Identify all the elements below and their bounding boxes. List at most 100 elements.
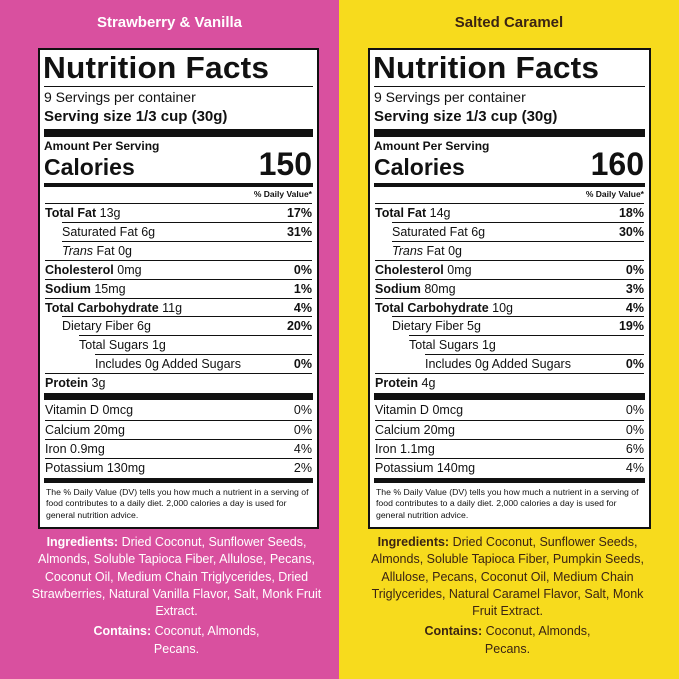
vitamin-row: Iron 0.9mg 4% (45, 439, 312, 458)
nutrient-label: Includes 0g Added Sugars (95, 357, 241, 372)
ingredients-text: Dried Coconut, Sunflower Seeds, Almonds,… (371, 535, 644, 619)
vitamin-amount: 0mcg (432, 403, 464, 417)
nutrient-amount: 5g (467, 319, 481, 334)
vitamin-row: Vitamin D 0mcg 0% (375, 401, 644, 419)
flavor-panel: Strawberry & Vanilla Nutrition Facts 9 Ser… (0, 0, 339, 679)
nutrient-row: Total Sugars 1g (79, 335, 312, 354)
ingredients-label: Ingredients: (377, 535, 450, 549)
nutrient-amount: 14g (429, 206, 451, 220)
label-title: Nutrition Facts (373, 50, 600, 85)
nutrient-label: Includes 0g Added Sugars (425, 357, 571, 372)
vitamin-amount: 1.1mg (400, 442, 435, 456)
nutrient-row: Dietary Fiber 5g 19% (392, 316, 644, 335)
vitamin-dv: 0% (625, 423, 644, 437)
footnote: The % Daily Value (DV) tells you how muc… (376, 487, 639, 520)
vitamin-label: Iron (45, 442, 67, 456)
serving-size-label: Serving size (44, 108, 132, 125)
nutrient-dv: 0% (293, 357, 312, 372)
nutrient-row: Cholesterol 0mg 0% (375, 259, 644, 279)
nutrient-dv: 17% (286, 206, 312, 220)
calories-label: Calories (44, 154, 135, 180)
vitamin-amount: 20mg (93, 423, 125, 437)
nutrient-label: Total Sugars (409, 338, 479, 353)
calories-label: Calories (374, 154, 465, 180)
nutrient-amount: 10g (492, 300, 514, 315)
rule (374, 86, 645, 87)
nutrient-dv: 0% (625, 262, 644, 277)
nutrient-dv: 0% (293, 262, 312, 277)
nutrient-row: Saturated Fat 6g 30% (392, 221, 644, 241)
nutrient-amount: 13g (99, 206, 121, 220)
contains: Contains: Coconut, Almonds, Pecans. (360, 623, 655, 658)
nutrient-row: Trans Fat 0g (392, 240, 644, 260)
nutrient-amount: 6g (141, 224, 156, 239)
vitamin-label: Vitamin D (45, 403, 99, 417)
nutrient-dv: 30% (618, 224, 644, 239)
nutrient-amount: 3g (91, 376, 106, 391)
medium-bar (374, 478, 645, 483)
nutrient-row: Total Sugars 1g (409, 335, 644, 354)
vitamin-dv: 0% (293, 423, 312, 437)
nutrient-row: Includes 0g Added Sugars 0% (425, 354, 644, 373)
contains-text: Coconut, Almonds, Pecans. (484, 624, 591, 656)
ingredients: Ingredients: Dried Coconut, Sunflower Se… (30, 534, 323, 658)
vitamin-dv: 0% (293, 403, 312, 417)
nutrient-label: Saturated Fat (62, 224, 138, 239)
nutrient-dv: 4% (293, 300, 312, 315)
nutrient-dv: 19% (618, 319, 644, 334)
nutrient-label: Protein (45, 376, 89, 391)
vitamin-row: Calcium 20mg 0% (375, 420, 644, 439)
vitamin-row: Iron 1.1mg 6% (375, 439, 644, 458)
thick-bar (374, 129, 645, 137)
amount-per-serving: Amount Per Serving (374, 139, 490, 153)
nutrition-label: Nutrition Facts 9 Servings per container S… (38, 48, 319, 529)
vitamin-amount: 140mg (436, 461, 476, 475)
nutrient-dv: 18% (618, 206, 644, 220)
serving-size-value: 1/3 cup (30g) (135, 108, 228, 125)
nutrient-amount: 11g (162, 300, 183, 315)
nutrient-label: Total Sugars (79, 338, 149, 353)
nutrient-dv: 3% (625, 281, 644, 296)
nutrient-dv: 0% (625, 357, 644, 372)
nutrient-row: Total Fat 13g 17% (45, 203, 312, 222)
flavor-title: Salted Caramel (454, 14, 564, 31)
servings: 9 Servings per container (374, 89, 526, 105)
medium-bar (44, 183, 313, 187)
nutrient-label: Sodium (45, 281, 91, 296)
nutrient-label: Total Carbohydrate (375, 300, 489, 315)
contains-text: Coconut, Almonds, Pecans. (153, 624, 260, 656)
calories-value: 160 (590, 146, 644, 182)
nutrient-row: Protein 4g (375, 373, 644, 392)
vitamin-row: Calcium 20mg 0% (45, 420, 312, 439)
serving-size: Serving size 1/3 cup (30g) (44, 108, 227, 125)
nutrient-label: Cholesterol (375, 262, 444, 277)
contains: Contains: Coconut, Almonds, Pecans. (30, 623, 323, 658)
calories-value: 150 (258, 146, 312, 182)
label-title: Nutrition Facts (43, 50, 270, 85)
vitamin-label: Iron (375, 442, 397, 456)
nutrient-label: Total Fat (45, 206, 97, 220)
vitamin-amount: 130mg (106, 461, 146, 475)
vitamin-label: Calcium (375, 423, 421, 437)
nutrient-row: Includes 0g Added Sugars 0% (95, 354, 312, 373)
nutrient-row: Protein 3g (45, 373, 312, 392)
vitamin-label: Potassium (375, 461, 434, 475)
nutrient-label: Dietary Fiber (392, 319, 464, 334)
nutrient-row: Total Carbohydrate 11g 4% (45, 297, 312, 317)
amount-per-serving: Amount Per Serving (44, 139, 160, 153)
nutrition-label: Nutrition Facts 9 Servings per container S… (368, 48, 651, 529)
nutrient-label: Total Fat (375, 206, 427, 220)
nutrient-label: Saturated Fat (392, 224, 468, 239)
flavor-panel: Salted Caramel Nutrition Facts 9 Servings … (339, 0, 679, 679)
serving-size-value: 1/3 cup (30g) (465, 108, 558, 125)
thick-bar (44, 129, 313, 137)
medium-bar (374, 183, 645, 187)
dv-header: % Daily Value* (253, 189, 312, 199)
nutrient-label: Dietary Fiber (62, 319, 134, 334)
serving-size-label: Serving size (374, 108, 462, 125)
nutrient-row: Sodium 15mg 1% (45, 278, 312, 298)
nutrient-label: Fat (96, 243, 115, 258)
nutrient-dv: 4% (625, 300, 644, 315)
vitamin-dv: 2% (293, 461, 312, 475)
